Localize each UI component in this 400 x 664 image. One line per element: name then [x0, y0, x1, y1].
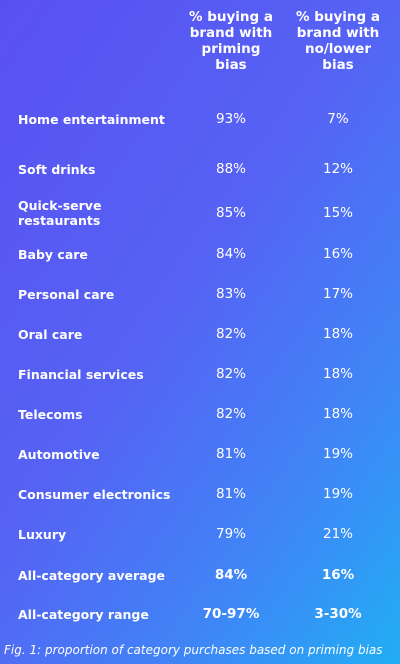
category-label: Oral care	[18, 327, 83, 342]
no-lower-bias-value: 12%	[322, 161, 353, 177]
category-label: Home entertainment	[18, 112, 165, 127]
category-label: Personal care	[18, 287, 115, 302]
priming-value: 83%	[215, 286, 246, 302]
priming-value: 93%	[215, 111, 246, 127]
priming-value: 81%	[215, 446, 246, 462]
no-lower-bias-value: 15%	[322, 205, 353, 221]
no-lower-bias-value: 17%	[322, 286, 353, 302]
priming-value: 79%	[215, 526, 246, 542]
category-label: Financial services	[18, 367, 144, 382]
table-row: Consumer electronics 81% 19%	[0, 487, 400, 521]
no-lower-bias-value: 7%	[327, 111, 349, 127]
column-header-priming: % buying a brand with priming bias	[188, 9, 273, 73]
category-label: Telecoms	[18, 407, 83, 422]
no-lower-bias-value: 18%	[322, 366, 353, 382]
summary-row: All-category average 84% 16%	[0, 568, 400, 602]
category-label: Automotive	[18, 447, 100, 462]
priming-value: 84%	[215, 246, 246, 262]
priming-value: 82%	[215, 366, 246, 382]
priming-value: 82%	[215, 406, 246, 422]
priming-value: 84%	[214, 567, 248, 583]
table-row: Financial services 82% 18%	[0, 367, 400, 401]
summary-row: All-category range 70-97% 3-30%	[0, 607, 400, 641]
category-label: Baby care	[18, 247, 88, 262]
no-lower-bias-value: 21%	[322, 526, 353, 542]
category-label: Consumer electronics	[18, 487, 171, 502]
category-label: Soft drinks	[18, 162, 96, 177]
category-label: All-category average	[18, 568, 166, 583]
table-row: Automotive 81% 19%	[0, 447, 400, 481]
table-row: Soft drinks 88% 12%	[0, 162, 400, 196]
table-row: Telecoms 82% 18%	[0, 407, 400, 441]
table-row: Quick-serve restaurants 85% 15%	[0, 198, 400, 232]
priming-value: 81%	[215, 486, 246, 502]
no-lower-bias-value: 18%	[322, 326, 353, 342]
priming-value: 70-97%	[202, 606, 260, 622]
no-lower-bias-value: 19%	[322, 446, 353, 462]
figure-caption: Fig. 1: proportion of category purchases…	[4, 643, 383, 657]
table-row: Baby care 84% 16%	[0, 247, 400, 281]
priming-value: 82%	[215, 326, 246, 342]
no-lower-bias-value: 16%	[322, 246, 353, 262]
no-lower-bias-value: 19%	[322, 486, 353, 502]
table-row: Luxury 79% 21%	[0, 527, 400, 561]
no-lower-bias-value: 16%	[321, 567, 355, 583]
table-row: Home entertainment 93% 7%	[0, 112, 400, 146]
column-header-no-lower-bias: % buying a brand with no/lower bias	[295, 9, 380, 73]
no-lower-bias-value: 18%	[322, 406, 353, 422]
category-label: All-category range	[18, 607, 149, 622]
table-row: Personal care 83% 17%	[0, 287, 400, 321]
table-row: Oral care 82% 18%	[0, 327, 400, 361]
category-label: Quick-serve restaurants	[18, 198, 102, 228]
category-label: Luxury	[18, 527, 67, 542]
no-lower-bias-value: 3-30%	[314, 606, 362, 622]
priming-value: 85%	[215, 205, 246, 221]
priming-value: 88%	[215, 161, 246, 177]
